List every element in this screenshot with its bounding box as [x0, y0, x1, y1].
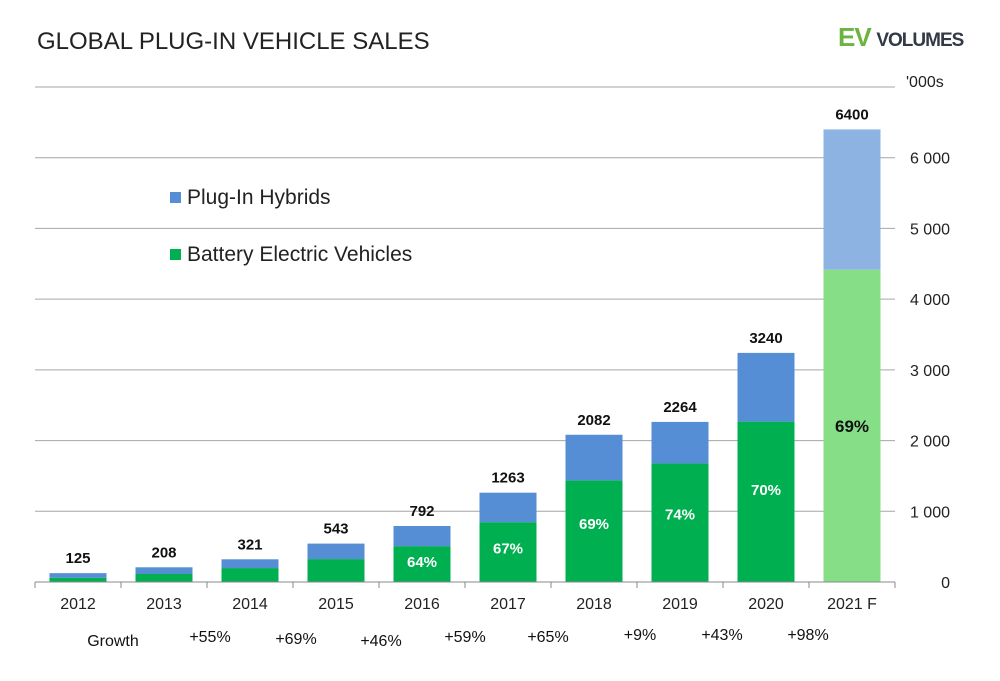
total-label: 1263: [491, 470, 524, 487]
growth-value: +69%: [275, 631, 316, 648]
phev-bar: [823, 129, 881, 270]
x-tick-label: 2021 F: [827, 596, 877, 613]
x-tick-label: 2018: [576, 596, 612, 613]
bev-share-label: 74%: [665, 506, 695, 523]
bev-bar: [49, 577, 107, 582]
unit-label: '000s: [906, 74, 944, 91]
x-tick-label: 2014: [232, 596, 268, 613]
chart-title: GLOBAL PLUG-IN VEHICLE SALES: [37, 28, 430, 55]
phev-bar: [393, 525, 451, 547]
growth-value: +46%: [360, 633, 401, 650]
bev-bar: [651, 463, 709, 582]
total-label: 2082: [577, 412, 610, 429]
total-label: 3240: [749, 330, 782, 347]
growth-value: +98%: [787, 627, 828, 644]
ev-volumes-logo: EV VOLUMES: [838, 22, 964, 52]
x-tick-label: 2017: [490, 596, 526, 613]
x-tick-label: 2020: [748, 596, 784, 613]
bev-share-label: 64%: [407, 554, 437, 571]
phev-bar: [479, 492, 537, 523]
growth-value: +55%: [189, 629, 230, 646]
x-tick-label: 2015: [318, 596, 354, 613]
bev-bar: [737, 421, 795, 582]
bev-share-label: 67%: [493, 540, 523, 557]
legend-item-phev: Plug-In Hybrids: [170, 186, 331, 210]
growth-label: Growth: [87, 633, 139, 650]
bev-bar: [135, 574, 193, 582]
phev-bar: [135, 567, 193, 575]
phev-bar: [651, 421, 709, 464]
y-tick-label: 2 000: [910, 434, 950, 451]
x-tick-label: 2012: [60, 596, 96, 613]
x-tick-label: 2013: [146, 596, 182, 613]
y-tick-label: 1 000: [910, 504, 950, 521]
bev-bar: [307, 559, 365, 582]
x-tick-label: 2019: [662, 596, 698, 613]
bev-bar: [221, 568, 279, 582]
y-tick-label: 6 000: [910, 151, 950, 168]
total-label: 125: [65, 550, 90, 567]
y-tick-label: 3 000: [910, 363, 950, 380]
y-tick-label: 0: [941, 575, 950, 592]
growth-value: +65%: [527, 629, 568, 646]
phev-bar: [307, 543, 365, 560]
total-label: 543: [323, 521, 348, 538]
bev-bar: [565, 480, 623, 582]
total-label: 6400: [835, 106, 868, 123]
total-label: 792: [409, 503, 434, 520]
phev-bar: [49, 573, 107, 578]
phev-bar: [737, 352, 795, 422]
total-label: 208: [151, 544, 176, 561]
phev-bar: [221, 559, 279, 569]
legend-item-bev: Battery Electric Vehicles: [170, 243, 412, 267]
growth-value: +43%: [701, 627, 742, 644]
bev-bar: [479, 522, 537, 582]
bev-bar: [823, 269, 881, 582]
bev-bar: [393, 546, 451, 582]
x-tick-label: 2016: [404, 596, 440, 613]
y-tick-label: 5 000: [910, 221, 950, 238]
bev-share-label: 69%: [835, 417, 869, 436]
y-tick-label: 4 000: [910, 292, 950, 309]
phev-bar: [565, 434, 623, 481]
total-label: 321: [237, 536, 262, 553]
total-label: 2264: [663, 399, 697, 416]
growth-value: +9%: [624, 627, 656, 644]
bev-share-label: 70%: [751, 482, 781, 499]
bev-share-label: 69%: [579, 516, 609, 533]
growth-value: +59%: [444, 629, 485, 646]
